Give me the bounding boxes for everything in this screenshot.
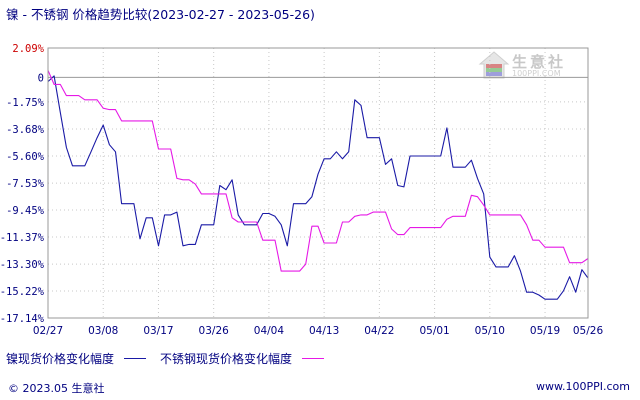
x-tick-labels: 02/27 03/08 03/17 03/26 04/04 04/13 04/22 05/01… (33, 325, 604, 337)
x-tick-label: 05/10 (475, 325, 505, 337)
series-line-stainless (47, 70, 589, 272)
chart-title: 镍 - 不锈钢 价格趋势比较(2023-02-27 - 2023-05-26) (6, 7, 315, 22)
y-tick-label: -15.22% (0, 286, 45, 298)
y-tick-label: -7.53% (6, 178, 45, 190)
y-tick-label: -13.30% (0, 259, 45, 271)
x-tick-label: 03/08 (88, 325, 118, 337)
y-tick-label: -5.60% (6, 151, 45, 163)
y-tick-label: -17.14% (0, 313, 45, 325)
y-tick-label: -11.37% (0, 232, 45, 244)
axes (47, 47, 589, 319)
series-line-nickel (47, 75, 589, 300)
legend: 镍现货价格变化幅度 不锈钢现货价格变化幅度 (6, 350, 338, 367)
x-tick-label: 03/17 (143, 325, 173, 337)
legend-item-stainless: 不锈钢现货价格变化幅度 (160, 350, 325, 367)
y-tick-labels: 2.09% 0 -1.75% -3.68% -5.60% -7.53% -9.45% -11.… (0, 43, 45, 325)
legend-label-nickel: 镍现货价格变化幅度 (6, 352, 115, 366)
footer-site-link[interactable]: www.100PPI.com (536, 380, 630, 393)
footer-copyright: © 2023.05 生意社 (8, 382, 105, 395)
house-logo-icon (478, 51, 510, 79)
x-tick-label: 02/27 (33, 325, 63, 337)
plot-frame (47, 47, 589, 319)
y-tick-label: 2.09% (12, 43, 44, 55)
series-lines (47, 70, 589, 300)
x-tick-label: 04/22 (364, 325, 394, 337)
logo-url: 100PPI.COM (512, 69, 561, 78)
x-tick-label: 03/26 (199, 325, 230, 337)
y-tick-label: -9.45% (6, 205, 45, 217)
y-tick-label: -1.75% (6, 97, 45, 109)
x-tick-label: 05/19 (530, 325, 560, 337)
x-tick-label: 04/13 (309, 325, 339, 337)
grid-lines (47, 47, 589, 319)
logo: 生意社 100PPI.COM (478, 50, 588, 82)
y-tick-label: 0 (38, 72, 44, 84)
legend-swatch-stainless (302, 358, 325, 359)
x-tick-label: 04/04 (254, 325, 285, 337)
logo-name: 生意社 (512, 53, 567, 71)
legend-swatch-nickel (124, 358, 147, 359)
x-tick-label: 05/26 (573, 325, 604, 337)
y-tick-label: -3.68% (6, 124, 45, 136)
legend-item-nickel: 镍现货价格变化幅度 (6, 350, 147, 367)
legend-label-stainless: 不锈钢现货价格变化幅度 (160, 352, 293, 366)
x-tick-label: 05/01 (419, 325, 449, 337)
